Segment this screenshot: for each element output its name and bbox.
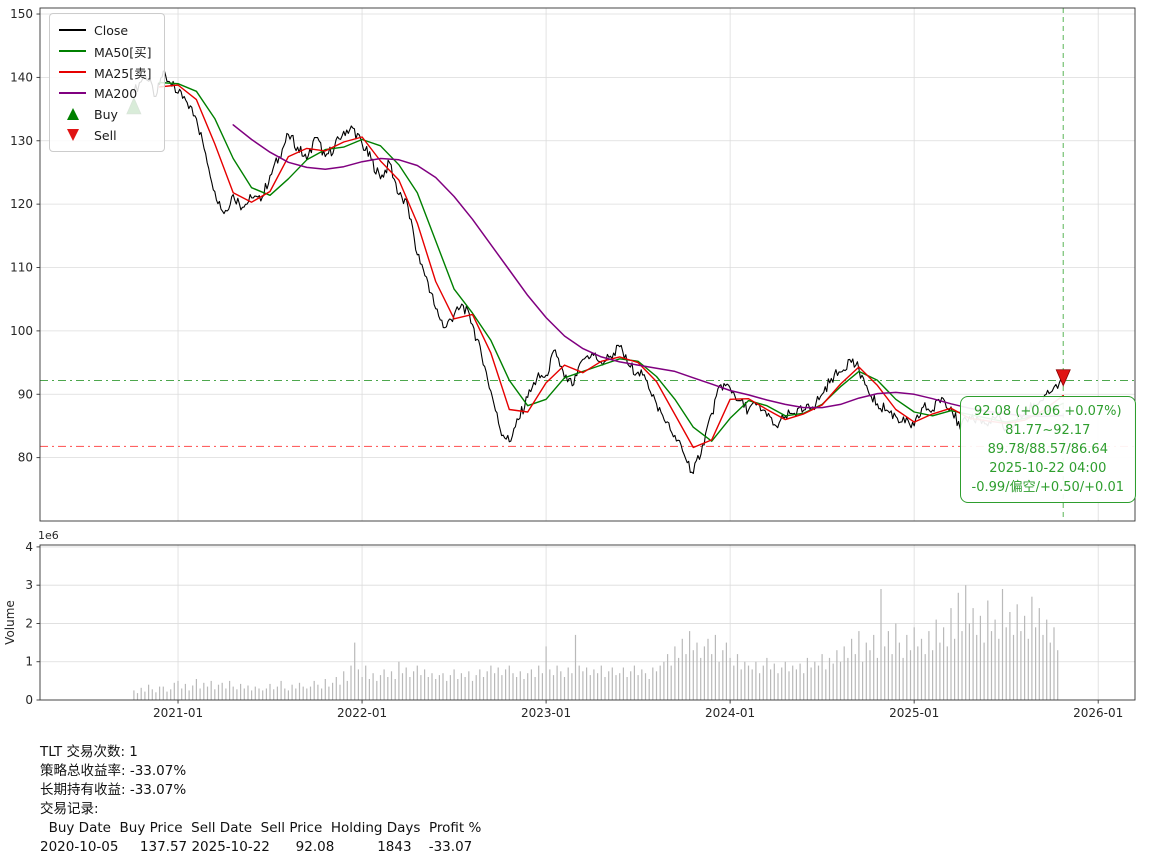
svg-text:140: 140 [10, 70, 33, 84]
legend-item-buy: Buy [59, 106, 152, 122]
legend-item-close: Close [59, 22, 152, 38]
ma25-line-sample [59, 71, 86, 73]
svg-text:1: 1 [25, 655, 33, 669]
annotation-last-price: 92.08 (+0.06 +0.07%) [973, 404, 1122, 419]
trade-count: TLT 交易次数: 1 [40, 744, 138, 760]
trade-table-row: 2020-10-05 137.57 2025-10-22 92.08 1843 … [40, 839, 473, 855]
quote-annotation: 92.08 (+0.06 +0.07%) 81.77~92.17 89.78/8… [959, 396, 1136, 503]
svg-text:2022-01: 2022-01 [337, 706, 387, 720]
svg-text:110: 110 [10, 261, 33, 275]
legend-label-ma200: MA200 [94, 85, 138, 101]
svg-text:2021-01: 2021-01 [153, 706, 203, 720]
legend-item-ma25: MA25[卖] [59, 64, 152, 81]
legend-item-sell: Sell [59, 127, 152, 143]
sell-marker-icon [66, 129, 79, 141]
svg-text:2024-01: 2024-01 [705, 706, 755, 720]
legend-label-sell: Sell [94, 127, 117, 143]
svg-text:3: 3 [25, 578, 33, 592]
svg-text:130: 130 [10, 134, 33, 148]
svg-text:100: 100 [10, 324, 33, 338]
svg-text:80: 80 [18, 451, 33, 465]
svg-text:0: 0 [25, 693, 33, 707]
ma50-line-sample [59, 50, 86, 52]
legend-label-buy: Buy [94, 106, 118, 122]
svg-text:150: 150 [10, 7, 33, 21]
svg-text:4: 4 [25, 540, 33, 554]
annotation-datetime: 2025-10-22 04:00 [989, 461, 1107, 476]
legend-item-ma200: MA200 [59, 85, 152, 101]
trade-log-title: 交易记录: [40, 801, 99, 817]
svg-text:120: 120 [10, 197, 33, 211]
long-hold-return: 长期持有收益: -33.07% [40, 782, 187, 798]
svg-text:2023-01: 2023-01 [521, 706, 571, 720]
chart-canvas: 80 90 100 110 120 130 140 150 0 1 2 3 4 2021-01 2022-0… [3, 7, 1136, 720]
close-line-sample [59, 29, 86, 31]
price-volume-chart: 80 90 100 110 120 130 140 150 0 1 2 3 4 2021-01 2022-0… [3, 7, 1136, 720]
ma200-line-sample [59, 92, 86, 94]
svg-text:2: 2 [25, 616, 33, 630]
legend: Close MA50[买] MA25[卖] MA200 Buy Sell [49, 13, 165, 152]
trade-summary: TLT 交易次数: 1 策略总收益率: -33.07% 长期持有收益: -33.… [40, 743, 481, 857]
annotation-range: 81.77~92.17 [1005, 423, 1091, 438]
trade-table-header: Buy Date Buy Price Sell Date Sell Price … [40, 820, 482, 836]
svg-text:2025-01: 2025-01 [889, 706, 939, 720]
strategy-total-return: 策略总收益率: -33.07% [40, 763, 187, 779]
annotation-ma-values: 89.78/88.57/86.64 [987, 442, 1108, 457]
svg-text:Volume: Volume [3, 600, 17, 645]
svg-text:1e6: 1e6 [38, 529, 59, 542]
annotation-signal: -0.99/偏空/+0.50/+0.01 [971, 480, 1124, 495]
svg-text:90: 90 [18, 387, 33, 401]
legend-label-ma25: MA25[卖] [94, 65, 152, 81]
legend-item-ma50: MA50[买] [59, 43, 152, 60]
svg-text:2026-01: 2026-01 [1073, 706, 1123, 720]
legend-label-close: Close [94, 22, 129, 38]
legend-label-ma50: MA50[买] [94, 44, 152, 60]
buy-marker-icon [66, 108, 79, 120]
